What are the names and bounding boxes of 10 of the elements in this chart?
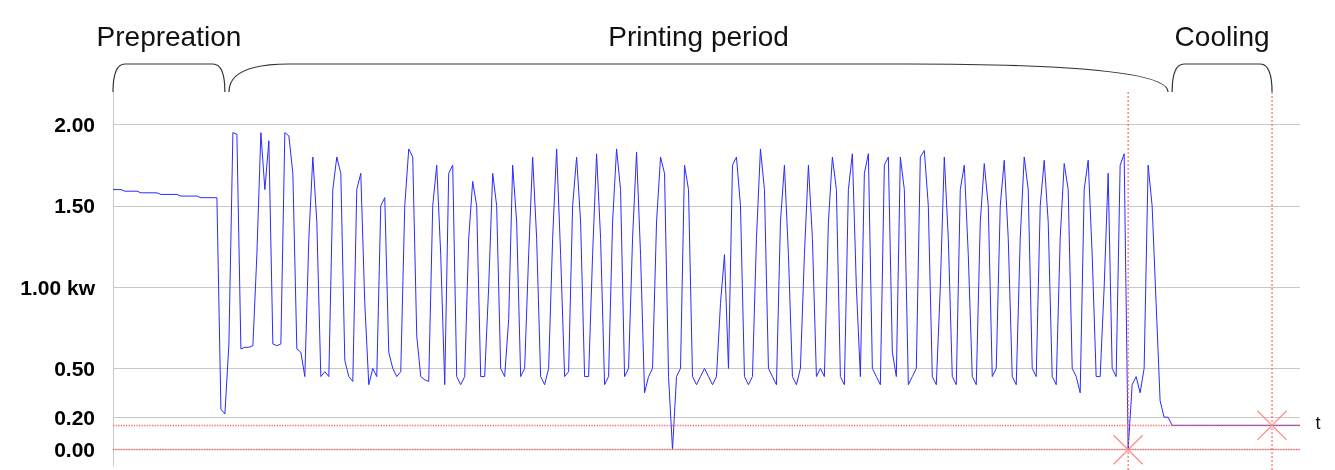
text: t	[1315, 413, 1321, 434]
y-tick-label: 0.50	[54, 356, 95, 380]
y-tick-label: 2.00	[54, 113, 95, 137]
y-tick-label: 1.50	[54, 194, 95, 218]
y-tick-label: 0.00	[54, 438, 95, 462]
y-tick-label: 0.20	[54, 405, 95, 429]
text: Cooling	[1174, 20, 1270, 52]
text: Prepreation	[96, 20, 242, 52]
text: Printing period	[608, 20, 789, 52]
y-tick-label: 1.00 kw	[20, 275, 96, 299]
